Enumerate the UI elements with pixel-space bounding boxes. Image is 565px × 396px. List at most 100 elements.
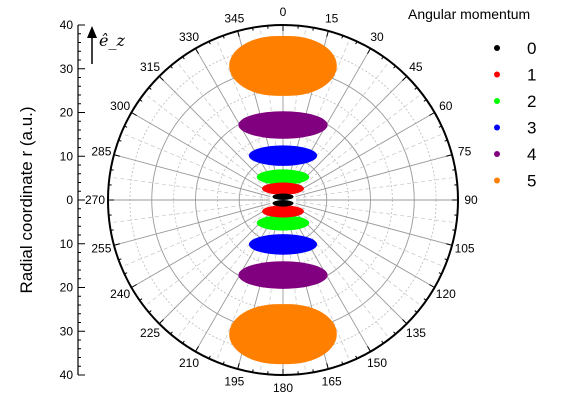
angle-tick <box>367 48 371 54</box>
radial-tick-label: 40 <box>60 18 74 32</box>
angle-label: 30 <box>370 30 384 44</box>
angle-label: 285 <box>91 144 111 158</box>
grid-spoke-major <box>113 202 271 246</box>
grid-spoke-minor <box>295 201 457 224</box>
angle-tick <box>124 125 128 128</box>
angle-label: 15 <box>325 11 339 25</box>
legend-label: 0 <box>527 39 536 58</box>
data-blob <box>238 111 328 139</box>
series-2 <box>256 169 310 231</box>
angle-tick <box>414 87 418 90</box>
angle-tick <box>158 319 164 325</box>
angle-label: 75 <box>458 144 472 158</box>
angle-tick <box>341 35 344 39</box>
angle-tick <box>195 346 199 352</box>
grid-spoke-major <box>195 211 277 352</box>
y-axis-title: Radial coordinate r (a.u.) <box>17 106 36 293</box>
angle-tick <box>139 99 143 102</box>
grid-spoke-minor <box>295 176 457 199</box>
angle-tick <box>110 169 114 171</box>
data-blob <box>256 215 310 231</box>
angle-tick <box>429 112 435 116</box>
angle-label: 165 <box>322 375 342 389</box>
angle-tick <box>326 363 329 370</box>
angle-tick <box>208 355 211 359</box>
angle-tick <box>195 48 199 54</box>
series-4 <box>238 111 328 289</box>
angle-tick <box>452 229 456 231</box>
ez-label: ê_z <box>99 31 125 50</box>
grid-spoke-minor <box>287 38 351 189</box>
angle-tick <box>381 56 384 60</box>
angle-labels: 0 15 30 45 60 75 90 105 120 135 150 165 180 195 210 225… <box>85 5 478 395</box>
grid-spoke-minor <box>293 207 423 307</box>
angle-tick <box>158 75 164 81</box>
angle-tick <box>423 99 427 102</box>
radial-tick-label: 10 <box>60 149 74 163</box>
grid-spoke-minor <box>143 93 273 193</box>
legend-label: 1 <box>527 66 536 85</box>
angle-label: 315 <box>140 60 160 74</box>
angle-tick <box>355 355 358 359</box>
angle-tick <box>131 284 137 288</box>
angle-tick <box>423 298 427 301</box>
angle-label: 210 <box>179 356 199 370</box>
data-blob <box>238 261 328 289</box>
angle-label: 330 <box>179 30 199 44</box>
grid-spoke-minor <box>176 60 276 190</box>
angle-tick <box>182 340 185 344</box>
angle-tick <box>355 41 358 45</box>
data-blob <box>272 193 294 200</box>
data-blob <box>229 304 337 365</box>
grid-spoke-major <box>289 48 371 189</box>
radial-tick-label: 10 <box>60 237 74 251</box>
angle-label: 240 <box>110 287 130 301</box>
data-blob <box>248 145 318 166</box>
grid-spoke-major <box>113 154 271 198</box>
legend-marker <box>494 124 500 131</box>
angle-tick <box>252 369 254 373</box>
angle-tick <box>438 272 442 275</box>
angle-label: 0 <box>280 5 287 19</box>
legend-title: Angular momentum <box>408 6 530 22</box>
angle-tick <box>208 41 211 45</box>
grid-spoke-minor <box>294 204 445 268</box>
angle-tick <box>341 361 344 365</box>
angle-tick <box>118 139 122 142</box>
data-blob <box>248 234 318 255</box>
angle-label: 105 <box>455 242 475 256</box>
grid-spoke-major <box>131 112 272 194</box>
grid-spoke-minor <box>293 93 423 193</box>
grid-spoke-minor <box>176 210 276 340</box>
radial-tick-label: 40 <box>60 368 74 382</box>
angle-tick <box>326 30 329 37</box>
angle-tick <box>438 125 442 128</box>
angle-tick <box>124 272 128 275</box>
ez-arrow-head <box>87 26 97 38</box>
angle-tick <box>393 65 396 69</box>
data-series <box>229 35 337 365</box>
grid-spoke-major <box>131 206 272 288</box>
angle-label: 135 <box>406 326 426 340</box>
angle-label: 150 <box>367 356 387 370</box>
angle-tick <box>222 35 225 39</box>
ez-annotation: ê_z <box>87 26 125 64</box>
polar-grid <box>107 24 459 376</box>
angle-tick <box>446 243 453 246</box>
angle-label: 180 <box>273 381 293 395</box>
data-blob <box>229 35 337 96</box>
angle-tick <box>118 258 122 261</box>
legend-marker <box>494 45 500 51</box>
grid-spoke-minor <box>121 204 272 268</box>
angle-tick <box>446 154 453 157</box>
angle-tick <box>148 310 152 313</box>
angle-tick <box>444 139 448 142</box>
grid-spoke-minor <box>109 176 271 199</box>
angle-tick <box>452 169 456 171</box>
angle-tick <box>367 346 371 352</box>
angle-tick <box>170 331 173 335</box>
angle-tick <box>139 298 143 301</box>
data-blob <box>262 182 304 195</box>
radial-tick-label: 20 <box>60 106 74 120</box>
